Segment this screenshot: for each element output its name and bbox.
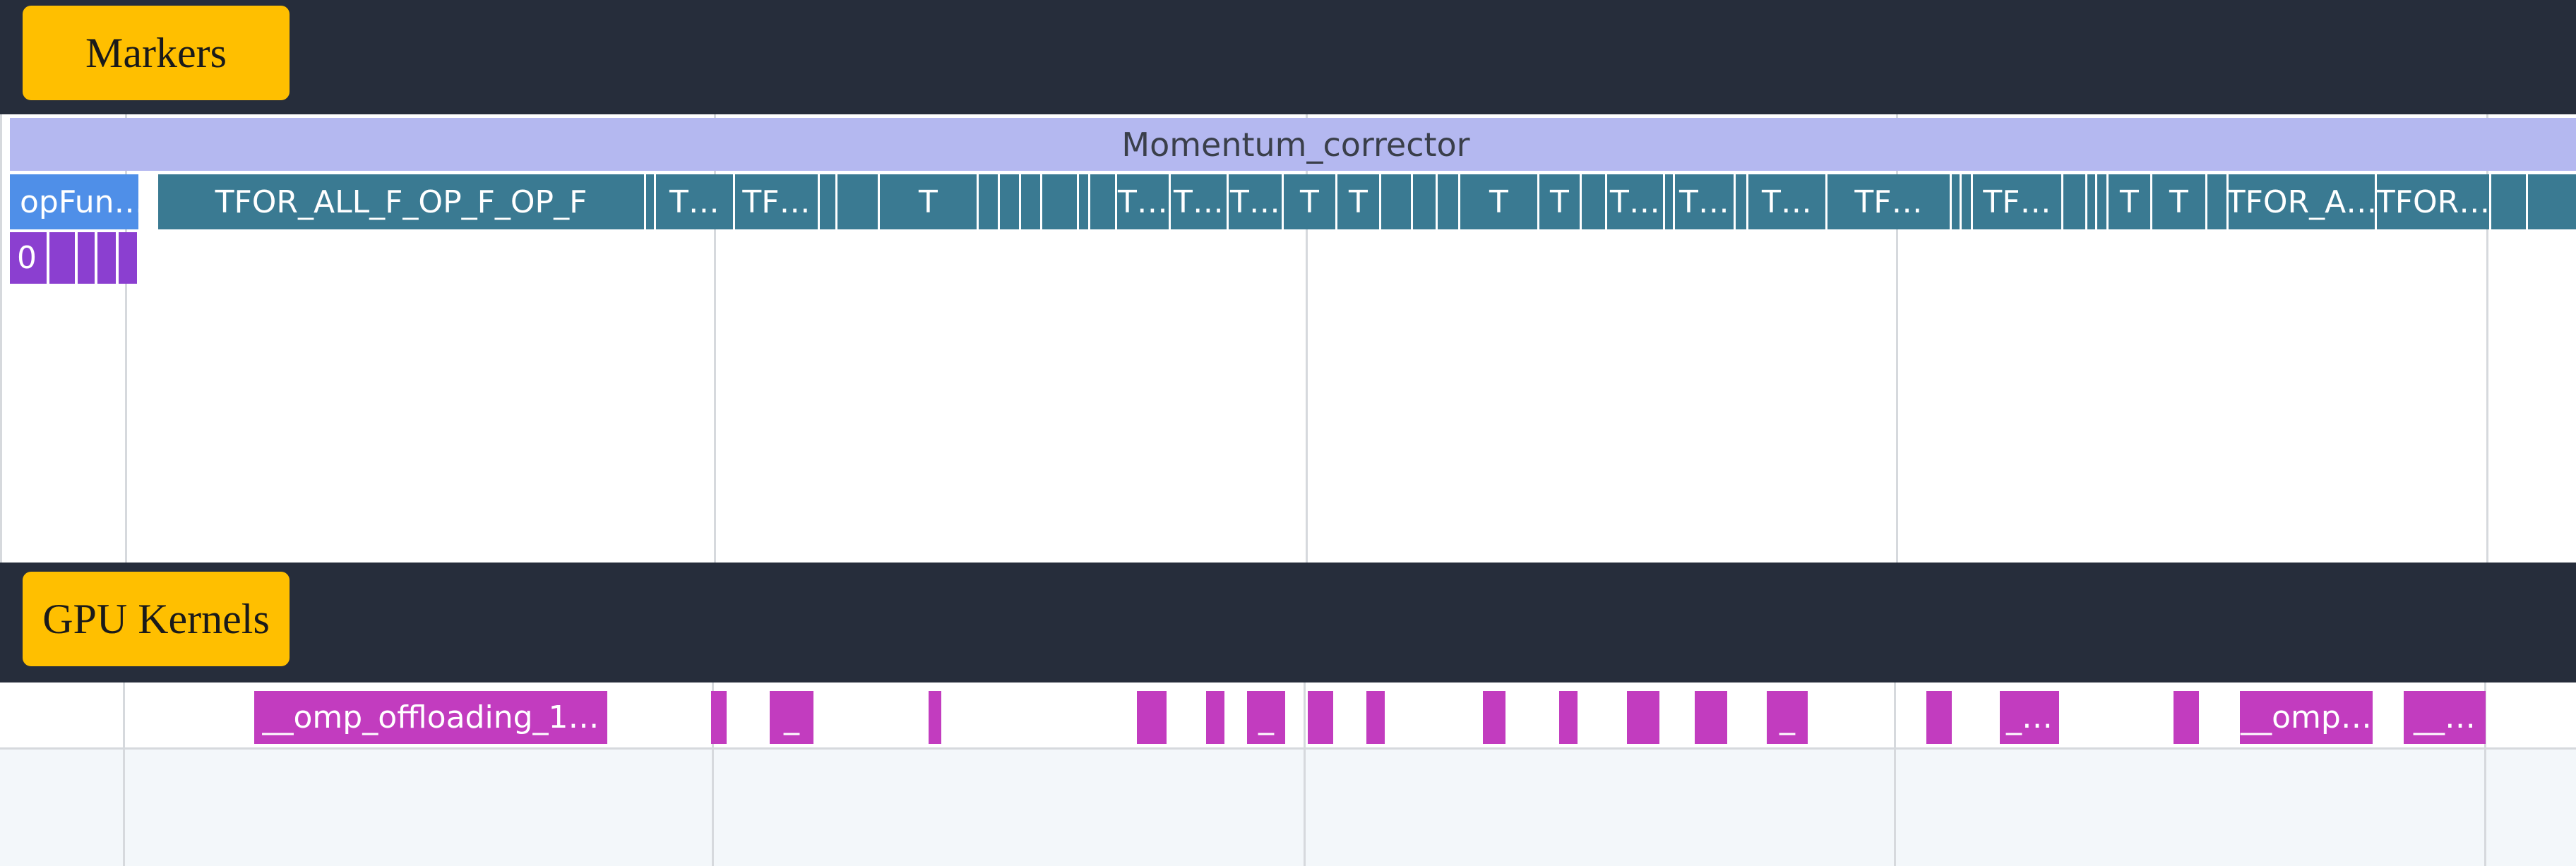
kernels-header: GPU Kernels — [0, 563, 2576, 682]
marker-slice[interactable] — [2085, 174, 2095, 229]
marker-slice[interactable] — [2489, 174, 2526, 229]
kernel-slice[interactable]: _ — [1247, 691, 1285, 744]
marker-slice[interactable]: T… — [1227, 174, 1282, 229]
marker-slice[interactable] — [1379, 174, 1411, 229]
kernel-slice[interactable]: __omp… — [2240, 691, 2373, 744]
marker-slice[interactable] — [818, 174, 835, 229]
marker-slice[interactable]: TF… — [1971, 174, 2061, 229]
sub-marker-slice[interactable]: 0 — [10, 232, 47, 284]
marker-slice[interactable] — [2095, 174, 2106, 229]
marker-slice[interactable]: TFOR_ALL_F_OP_F_OP_F — [156, 174, 644, 229]
kernel-slice[interactable] — [1308, 691, 1333, 744]
markers-track: Momentum_corrector opFun… TFOR_ALL_F_OP_… — [0, 114, 2576, 563]
marker-slice[interactable] — [835, 174, 878, 229]
kernels-track-empty-row — [0, 747, 2576, 866]
kernel-slice[interactable] — [1137, 691, 1167, 744]
kernel-slice[interactable]: _ — [770, 691, 813, 744]
marker-slice[interactable] — [1734, 174, 1746, 229]
marker-slice[interactable]: T… — [1605, 174, 1663, 229]
kernel-slice[interactable] — [1926, 691, 1952, 744]
marker-slice[interactable] — [1019, 174, 1040, 229]
marker-slice[interactable] — [1040, 174, 1077, 229]
kernel-slice[interactable] — [1206, 691, 1224, 744]
sub-marker-slice[interactable] — [116, 232, 137, 284]
kernels-track: __omp_offloading_1… _ _ _ _… __omp… __… — [0, 682, 2576, 866]
marker-slice[interactable]: opFun… — [10, 174, 138, 229]
time-gridline — [125, 114, 127, 563]
kernel-slice[interactable] — [1559, 691, 1578, 744]
marker-slice[interactable]: T… — [1746, 174, 1825, 229]
marker-slice[interactable] — [1411, 174, 1436, 229]
kernel-slice[interactable] — [1483, 691, 1505, 744]
marker-slice[interactable] — [1950, 174, 1960, 229]
kernel-slice[interactable]: _… — [2000, 691, 2059, 744]
marker-slice[interactable] — [977, 174, 998, 229]
marker-slice[interactable]: TF… — [1825, 174, 1950, 229]
marker-slice[interactable]: T — [2106, 174, 2150, 229]
marker-slice[interactable] — [2526, 174, 2576, 229]
time-gridline — [2486, 114, 2488, 563]
marker-slice[interactable] — [1077, 174, 1088, 229]
marker-slice-root[interactable]: Momentum_corrector — [10, 118, 2576, 171]
marker-slice[interactable]: T — [1335, 174, 1379, 229]
marker-slice[interactable]: T — [1537, 174, 1580, 229]
kernel-slice[interactable]: _ — [1767, 691, 1808, 744]
kernel-slice[interactable]: __omp_offloading_1… — [254, 691, 607, 744]
marker-slice[interactable] — [998, 174, 1019, 229]
time-gridline — [123, 682, 125, 866]
time-gridline — [712, 682, 714, 866]
kernel-slice[interactable] — [1695, 691, 1727, 744]
marker-slice[interactable]: T — [2150, 174, 2205, 229]
kernel-slice[interactable] — [1366, 691, 1385, 744]
kernel-slice[interactable] — [2174, 691, 2199, 744]
marker-slice[interactable]: T — [1458, 174, 1537, 229]
marker-slice[interactable] — [2205, 174, 2226, 229]
marker-slice[interactable]: T — [1282, 174, 1335, 229]
kernel-slice[interactable] — [711, 691, 727, 744]
marker-slice[interactable] — [1580, 174, 1605, 229]
marker-slice[interactable]: TF… — [733, 174, 818, 229]
marker-slice[interactable]: T… — [1115, 174, 1169, 229]
kernel-slice[interactable] — [929, 691, 941, 744]
time-gridline — [2484, 682, 2486, 866]
sub-marker-slice[interactable] — [47, 232, 75, 284]
marker-slice[interactable]: T… — [1169, 174, 1227, 229]
time-gridline — [1894, 682, 1896, 866]
marker-slice[interactable]: TFOR_A… — [2226, 174, 2375, 229]
marker-slice[interactable] — [1088, 174, 1115, 229]
marker-slice[interactable] — [1663, 174, 1673, 229]
marker-slice[interactable] — [644, 174, 654, 229]
kernels-section-label[interactable]: GPU Kernels — [23, 572, 290, 666]
markers-header: Markers — [0, 0, 2576, 114]
marker-slice[interactable]: T… — [1673, 174, 1734, 229]
marker-slice[interactable] — [1960, 174, 1971, 229]
marker-slice[interactable]: TFOR… — [2375, 174, 2489, 229]
sub-marker-slice[interactable] — [95, 232, 116, 284]
time-gridline — [714, 114, 716, 563]
marker-slice[interactable] — [2061, 174, 2085, 229]
marker-slice[interactable] — [1436, 174, 1458, 229]
kernel-slice[interactable] — [1627, 691, 1659, 744]
time-gridline — [1304, 682, 1306, 866]
sub-marker-slice[interactable] — [75, 232, 95, 284]
kernel-slice[interactable]: __… — [2404, 691, 2486, 744]
time-gridline — [1306, 114, 1308, 563]
marker-slice[interactable]: T… — [654, 174, 733, 229]
markers-section-label[interactable]: Markers — [23, 6, 290, 100]
time-gridline — [1896, 114, 1898, 563]
marker-slice[interactable]: T — [878, 174, 977, 229]
